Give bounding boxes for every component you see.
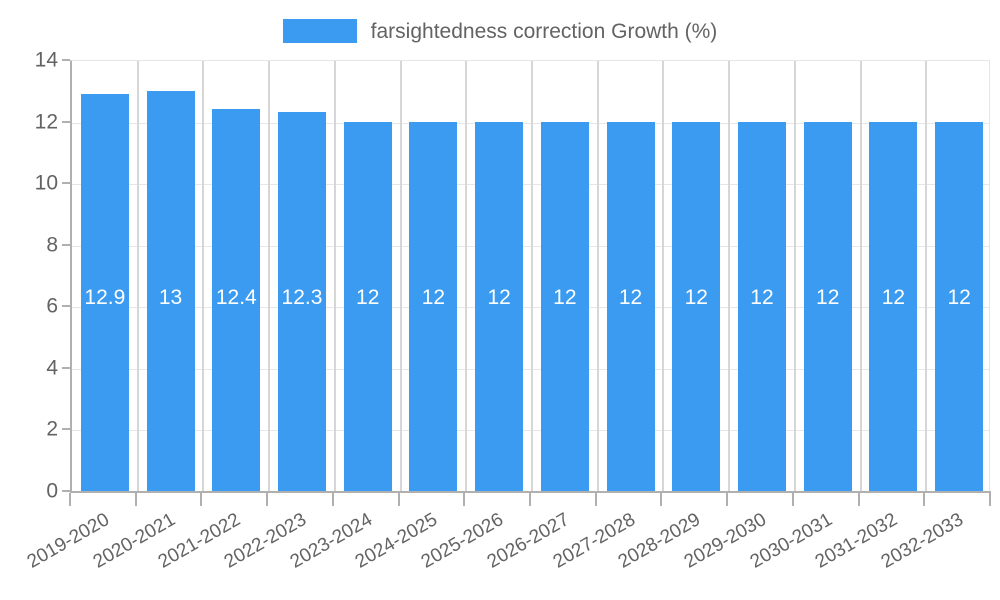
bar-value-label: 12 bbox=[487, 286, 511, 309]
x-axis-tick-mark bbox=[134, 493, 137, 506]
bar[interactable]: 12 bbox=[540, 121, 589, 491]
gridline-horizontal bbox=[72, 430, 989, 432]
x-axis-tick-mark bbox=[331, 493, 334, 506]
x-axis-tick-mark bbox=[791, 493, 794, 506]
legend-label: farsightedness correction Growth (%) bbox=[370, 19, 718, 43]
gridline-horizontal bbox=[72, 122, 989, 124]
x-axis-tick-mark bbox=[660, 493, 663, 506]
bar[interactable]: 12.3 bbox=[278, 112, 326, 491]
x-axis-tick-mark bbox=[463, 493, 466, 506]
x-axis-tick-mark bbox=[726, 493, 729, 506]
x-axis-tick-mark bbox=[397, 493, 400, 506]
bar-value-label: 12 bbox=[421, 286, 446, 309]
gridline-vertical bbox=[136, 61, 139, 491]
gridline-vertical bbox=[399, 61, 402, 491]
x-axis-tick-mark bbox=[857, 493, 860, 506]
bar[interactable]: 12 bbox=[409, 121, 458, 491]
gridline-horizontal bbox=[72, 307, 989, 309]
y-axis-tick-label: 8 bbox=[46, 233, 58, 257]
legend-color-swatch bbox=[282, 19, 357, 43]
bar[interactable]: 12.4 bbox=[212, 109, 261, 491]
y-axis-tick-mark bbox=[62, 59, 70, 61]
gridline-vertical bbox=[596, 61, 599, 491]
bar-value-label: 12.9 bbox=[84, 286, 126, 309]
bar[interactable]: 12 bbox=[738, 121, 786, 491]
gridline-vertical bbox=[465, 61, 468, 491]
gridline-vertical bbox=[859, 61, 862, 491]
gridline-vertical bbox=[333, 61, 336, 491]
y-axis-tick-label: 6 bbox=[46, 294, 58, 318]
bar[interactable]: 12 bbox=[935, 121, 984, 491]
y-axis-tick-mark bbox=[62, 366, 70, 369]
gridline-vertical bbox=[202, 61, 205, 491]
bar-value-label: 12 bbox=[881, 286, 906, 309]
bar[interactable]: 12 bbox=[606, 121, 655, 491]
x-axis-line bbox=[70, 491, 991, 493]
y-axis-tick-label: 12 bbox=[34, 110, 58, 134]
bar-value-label: 12.4 bbox=[215, 286, 257, 309]
gridline-vertical bbox=[728, 61, 731, 491]
bar-value-label: 12 bbox=[947, 286, 971, 309]
bar[interactable]: 12 bbox=[475, 121, 524, 491]
x-axis-tick-mark bbox=[69, 493, 71, 506]
gridline-horizontal bbox=[72, 368, 989, 370]
y-axis-tick-mark bbox=[62, 428, 70, 431]
gridline-vertical bbox=[268, 61, 271, 491]
plot-area: 12.9 13 12.4 12.3 12 12 12 12 12 12 12 12 12 12 bbox=[70, 60, 990, 493]
legend-entry[interactable]: farsightedness correction Growth (%) bbox=[282, 19, 718, 43]
bar[interactable]: 13 bbox=[146, 90, 195, 491]
gridline-vertical bbox=[531, 61, 533, 491]
y-axis-tick-mark bbox=[62, 305, 70, 308]
y-axis-tick-label: 14 bbox=[34, 48, 58, 72]
y-axis-tick-mark bbox=[62, 120, 70, 123]
x-axis-tick-mark bbox=[200, 493, 203, 506]
bar-value-label: 12 bbox=[618, 286, 643, 309]
bar-value-label: 12 bbox=[750, 286, 774, 309]
gridline-horizontal bbox=[72, 184, 989, 186]
bar-value-label: 12 bbox=[356, 286, 380, 309]
bar[interactable]: 12.9 bbox=[80, 93, 129, 491]
y-axis-tick-mark bbox=[62, 182, 70, 185]
bar[interactable]: 12 bbox=[803, 121, 852, 491]
bar-value-label: 13 bbox=[158, 286, 183, 309]
gridline-vertical bbox=[793, 61, 796, 491]
bar-value-label: 12 bbox=[816, 286, 840, 309]
gridline-vertical bbox=[662, 61, 665, 491]
bar-value-label: 12 bbox=[684, 286, 708, 309]
bar[interactable]: 12 bbox=[869, 121, 918, 491]
y-axis-tick-mark bbox=[62, 490, 70, 492]
chart-legend: farsightedness correction Growth (%) bbox=[0, 12, 1000, 50]
y-axis-tick-label: 0 bbox=[46, 479, 58, 503]
bar-value-label: 12.3 bbox=[281, 286, 323, 309]
x-axis-tick-mark bbox=[989, 493, 991, 506]
y-axis-tick-label: 10 bbox=[34, 171, 58, 195]
gridline-vertical bbox=[925, 61, 928, 491]
y-axis-tick-label: 2 bbox=[46, 417, 58, 441]
x-axis-tick-mark bbox=[529, 493, 531, 506]
gridline-horizontal bbox=[72, 245, 989, 247]
x-axis-tick-mark bbox=[594, 493, 597, 506]
y-axis-tick-label: 4 bbox=[46, 356, 58, 380]
bar[interactable]: 12 bbox=[672, 121, 721, 491]
x-axis-tick-mark bbox=[266, 493, 269, 506]
bar[interactable]: 12 bbox=[343, 121, 392, 491]
x-axis-tick-mark bbox=[923, 493, 926, 506]
bar-value-label: 12 bbox=[553, 286, 577, 309]
y-axis-tick-mark bbox=[62, 243, 70, 246]
